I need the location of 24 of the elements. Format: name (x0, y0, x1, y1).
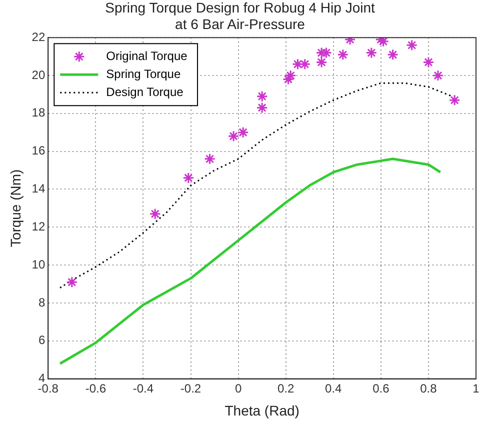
x-axis-title: Theta (Rad) (224, 402, 300, 418)
legend-label: Spring Torque (106, 66, 181, 81)
x-tick-label: -0.2 (180, 381, 202, 396)
x-tick-label: -0.6 (85, 381, 106, 396)
y-tick-label: 12 (32, 219, 46, 234)
y-tick-label: 10 (32, 257, 46, 272)
y-tick-label: 16 (32, 144, 46, 158)
y-tick-label: 20 (32, 68, 46, 82)
y-tick-label: 18 (32, 106, 46, 120)
x-tick-label: 0.8 (420, 381, 438, 396)
legend-label: Original Torque (106, 48, 188, 63)
x-tick-label: 1 (472, 381, 480, 396)
y-axis-title: Torque (Nm) (7, 169, 24, 248)
x-tick-label: 0.2 (278, 381, 295, 396)
y-tick-label: 8 (38, 295, 46, 310)
legend-label: Design Torque (106, 84, 184, 99)
x-tick-label: -0.4 (132, 381, 154, 396)
y-tick-label: 22 (32, 30, 46, 44)
x-tick-label: 0.4 (325, 381, 342, 396)
x-tick-label: 0 (234, 381, 242, 396)
chart-title: Spring Torque Design for Robug 4 Hip Joint at 6 Bar Air-Pressure (105, 0, 375, 32)
x-tick-label: 0.6 (372, 381, 390, 396)
y-tick-label: 14 (32, 182, 46, 196)
y-tick-label: 6 (38, 333, 46, 348)
